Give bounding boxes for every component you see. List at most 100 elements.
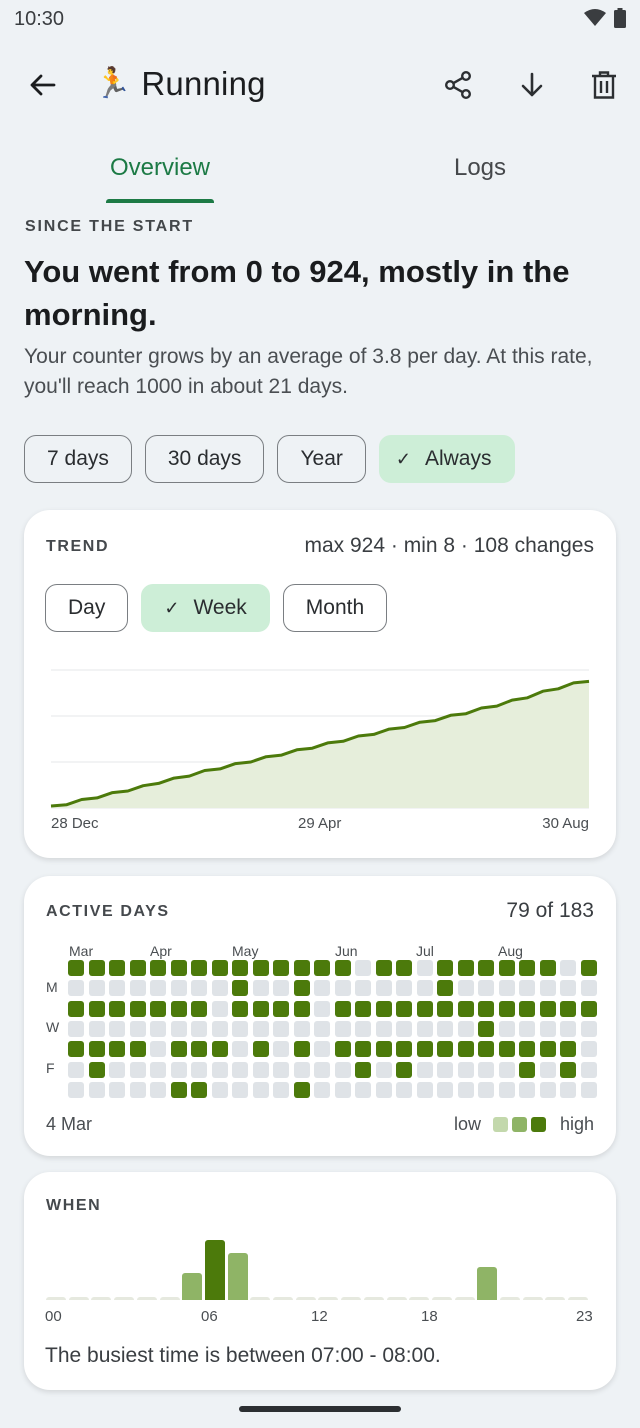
hour-bar	[136, 1297, 157, 1300]
granularity-chip-month[interactable]: Month	[282, 584, 388, 632]
range-chip-year[interactable]: Year	[277, 435, 366, 483]
hour-bar	[341, 1297, 362, 1300]
tab-logs[interactable]: Logs	[453, 154, 507, 181]
heatmap-cell	[416, 1061, 433, 1078]
heatmap-cell	[396, 1000, 412, 1017]
heatmap-cell	[334, 1020, 351, 1037]
hour-bar	[159, 1297, 180, 1300]
heatmap-cell	[519, 1081, 535, 1098]
when-card: WHEN 00 06 12 18 23 The busiest time is …	[24, 1172, 616, 1390]
heatmap-cell	[478, 960, 494, 976]
hour-tick-label: 00	[45, 1308, 62, 1325]
heatmap-legend: low high	[454, 1114, 594, 1135]
status-time: 10:30	[14, 8, 65, 30]
hour-bar	[500, 1297, 520, 1300]
heatmap-cell	[478, 980, 494, 997]
month-label: Jul	[416, 943, 434, 959]
heatmap-cell	[437, 1020, 453, 1037]
heatmap-cell	[273, 1041, 289, 1058]
active-days-count: 79 of 183	[506, 899, 594, 922]
battery-icon	[614, 8, 626, 28]
heatmap-cell	[232, 1041, 248, 1058]
heatmap-cell	[191, 980, 207, 997]
hour-bar	[114, 1297, 135, 1300]
heatmap-cell	[293, 1000, 310, 1017]
heatmap-cell	[191, 1020, 207, 1037]
heatmap-cell	[375, 1000, 392, 1017]
tab-bar: Overview Logs	[0, 140, 640, 206]
granularity-chip-group: Day ✓ Week Month	[45, 584, 388, 632]
heatmap-cell	[252, 1000, 269, 1017]
app-bar: 🏃 Running	[0, 56, 640, 114]
page-title: Running	[141, 65, 266, 102]
tab-overview[interactable]: Overview	[109, 154, 211, 181]
heatmap-cell	[355, 1020, 371, 1037]
heatmap-cell	[191, 1081, 207, 1098]
month-label: Aug	[498, 943, 523, 959]
heatmap-cell	[129, 1000, 146, 1017]
heatmap-cell	[191, 1061, 207, 1078]
hour-bar	[409, 1297, 430, 1300]
granularity-chip-week[interactable]: ✓ Week	[141, 584, 270, 632]
heatmap-cell	[478, 1041, 494, 1058]
legend-low-label: low	[453, 1114, 481, 1134]
back-button[interactable]	[22, 65, 62, 105]
hour-bar	[91, 1297, 112, 1300]
heatmap-cell	[170, 980, 187, 997]
heatmap-cell	[396, 1081, 412, 1098]
heatmap-cell	[416, 1000, 433, 1017]
range-chip-7-days[interactable]: 7 days	[24, 435, 132, 483]
granularity-chip-day[interactable]: Day	[45, 584, 129, 632]
heatmap-cell	[252, 1020, 269, 1037]
hour-bar	[250, 1297, 271, 1300]
heatmap-cell	[539, 1041, 556, 1058]
active-days-label: ACTIVE DAYS	[46, 903, 170, 920]
status-bar: 10:30	[0, 0, 640, 38]
download-button[interactable]	[512, 65, 552, 105]
tab-indicator	[106, 199, 214, 203]
heatmap-cell	[252, 960, 269, 976]
heatmap-cell	[273, 960, 289, 976]
hour-bar	[227, 1253, 248, 1300]
range-chip-30-days[interactable]: 30 days	[144, 435, 265, 483]
heatmap-cell	[355, 1041, 371, 1058]
heatmap-cell	[334, 1041, 351, 1058]
heatmap-cell	[88, 960, 105, 976]
heatmap-cell	[560, 1020, 576, 1037]
chip-label: Year	[300, 447, 343, 470]
chip-label: Day	[68, 596, 106, 619]
heatmap-cell	[293, 960, 310, 976]
chip-label: Always	[424, 447, 492, 470]
busiest-time-text: The busiest time is between 07:00 - 08:0…	[45, 1344, 441, 1367]
heatmap-cell	[396, 1041, 412, 1058]
trend-chart	[50, 669, 590, 809]
weekday-label: W	[46, 1019, 60, 1035]
heatmap-cell	[539, 1061, 556, 1078]
heatmap-cell	[498, 960, 515, 976]
heatmap-cell	[375, 1081, 392, 1098]
heatmap-cell	[211, 1061, 228, 1078]
heatmap-cell	[150, 1041, 166, 1058]
heatmap-cell	[88, 1000, 105, 1017]
heatmap-cell	[396, 1061, 412, 1078]
weekday-label: M	[46, 979, 58, 995]
heatmap-cell	[211, 960, 228, 976]
heatmap-cell	[519, 1041, 535, 1058]
heatmap-cell	[539, 1000, 556, 1017]
hour-bar	[295, 1297, 316, 1300]
heatmap-cell	[375, 980, 392, 997]
gesture-nav-handle[interactable]	[239, 1406, 401, 1412]
month-label: Jun	[335, 943, 358, 959]
heatmap-cell	[252, 1061, 269, 1078]
heatmap-cell	[355, 1061, 371, 1078]
trend-area	[51, 681, 589, 808]
range-chip-always[interactable]: ✓ Always	[378, 435, 515, 483]
heatmap-cell	[580, 1041, 597, 1058]
hour-bar	[545, 1297, 566, 1300]
heatmap-cell	[232, 1020, 248, 1037]
weekday-label: F	[46, 1060, 55, 1076]
delete-button[interactable]	[584, 65, 624, 105]
section-kicker: SINCE THE START	[25, 218, 194, 235]
share-button[interactable]	[438, 65, 478, 105]
hour-bar	[386, 1297, 407, 1300]
